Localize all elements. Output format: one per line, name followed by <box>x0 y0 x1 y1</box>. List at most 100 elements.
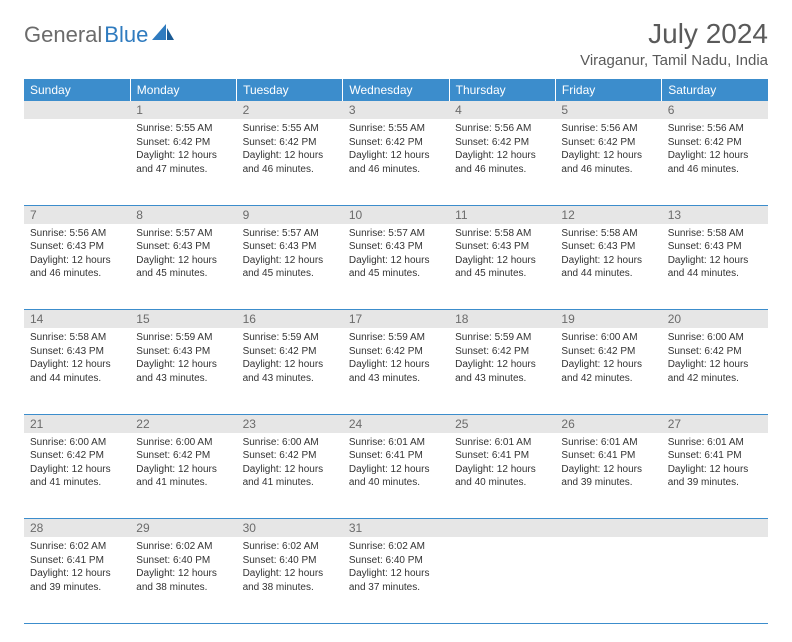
daylight-line: Daylight: 12 hours and 44 minutes. <box>668 254 762 281</box>
day-cell: Sunrise: 5:56 AMSunset: 6:43 PMDaylight:… <box>24 224 130 285</box>
sunset-line: Sunset: 6:40 PM <box>243 554 337 568</box>
daylight-line: Daylight: 12 hours and 46 minutes. <box>455 149 549 176</box>
sunset-line: Sunset: 6:43 PM <box>30 345 124 359</box>
sunset-line: Sunset: 6:42 PM <box>136 449 230 463</box>
daylight-line: Daylight: 12 hours and 45 minutes. <box>243 254 337 281</box>
daylight-line: Daylight: 12 hours and 40 minutes. <box>349 463 443 490</box>
daylight-line: Daylight: 12 hours and 37 minutes. <box>349 567 443 594</box>
day-cell: Sunrise: 6:01 AMSunset: 6:41 PMDaylight:… <box>343 433 449 494</box>
day-number-row: 28293031 <box>24 519 768 538</box>
sunrise-line: Sunrise: 5:55 AM <box>136 122 230 136</box>
day-number: 4 <box>449 101 555 119</box>
day-cell: Sunrise: 6:00 AMSunset: 6:42 PMDaylight:… <box>662 328 768 389</box>
sunrise-line: Sunrise: 6:02 AM <box>349 540 443 554</box>
day-cell-td: Sunrise: 5:56 AMSunset: 6:42 PMDaylight:… <box>662 119 768 205</box>
day-number: 20 <box>662 310 768 329</box>
day-number: 9 <box>237 205 343 224</box>
day-number: 10 <box>343 205 449 224</box>
day-cell: Sunrise: 5:55 AMSunset: 6:42 PMDaylight:… <box>130 119 236 180</box>
day-cell-td: Sunrise: 5:58 AMSunset: 6:43 PMDaylight:… <box>24 328 130 414</box>
day-number: 26 <box>555 414 661 433</box>
day-number-empty <box>555 519 661 538</box>
day-cell: Sunrise: 5:56 AMSunset: 6:42 PMDaylight:… <box>555 119 661 180</box>
day-cell-td: Sunrise: 5:55 AMSunset: 6:42 PMDaylight:… <box>343 119 449 205</box>
day-cell: Sunrise: 5:59 AMSunset: 6:42 PMDaylight:… <box>343 328 449 389</box>
sunset-line: Sunset: 6:43 PM <box>136 240 230 254</box>
day-number-row: 21222324252627 <box>24 414 768 433</box>
sunrise-line: Sunrise: 5:57 AM <box>349 227 443 241</box>
sunrise-line: Sunrise: 5:56 AM <box>455 122 549 136</box>
day-number: 3 <box>343 101 449 119</box>
weekday-header: Saturday <box>662 79 768 101</box>
day-number: 28 <box>24 519 130 538</box>
weekday-header: Thursday <box>449 79 555 101</box>
logo-text-blue: Blue <box>104 22 148 48</box>
day-number: 12 <box>555 205 661 224</box>
sunrise-line: Sunrise: 6:01 AM <box>349 436 443 450</box>
day-body-row: Sunrise: 5:58 AMSunset: 6:43 PMDaylight:… <box>24 328 768 414</box>
sunrise-line: Sunrise: 5:56 AM <box>561 122 655 136</box>
weekday-header: Wednesday <box>343 79 449 101</box>
daylight-line: Daylight: 12 hours and 46 minutes. <box>561 149 655 176</box>
sunset-line: Sunset: 6:42 PM <box>30 449 124 463</box>
sunrise-line: Sunrise: 6:02 AM <box>136 540 230 554</box>
day-cell-td: Sunrise: 6:00 AMSunset: 6:42 PMDaylight:… <box>662 328 768 414</box>
day-number: 19 <box>555 310 661 329</box>
daylight-line: Daylight: 12 hours and 42 minutes. <box>561 358 655 385</box>
calendar-body: 123456Sunrise: 5:55 AMSunset: 6:42 PMDay… <box>24 101 768 623</box>
sunset-line: Sunset: 6:42 PM <box>668 345 762 359</box>
daylight-line: Daylight: 12 hours and 40 minutes. <box>455 463 549 490</box>
day-cell-td: Sunrise: 5:56 AMSunset: 6:43 PMDaylight:… <box>24 224 130 310</box>
logo-text-general: General <box>24 22 102 48</box>
day-cell: Sunrise: 5:55 AMSunset: 6:42 PMDaylight:… <box>237 119 343 180</box>
day-cell-td: Sunrise: 6:00 AMSunset: 6:42 PMDaylight:… <box>130 433 236 519</box>
day-number-row: 14151617181920 <box>24 310 768 329</box>
day-cell: Sunrise: 5:58 AMSunset: 6:43 PMDaylight:… <box>24 328 130 389</box>
day-number: 8 <box>130 205 236 224</box>
logo-sail-icon <box>152 24 174 47</box>
day-cell: Sunrise: 6:00 AMSunset: 6:42 PMDaylight:… <box>130 433 236 494</box>
sunset-line: Sunset: 6:42 PM <box>561 136 655 150</box>
day-body-row: Sunrise: 5:56 AMSunset: 6:43 PMDaylight:… <box>24 224 768 310</box>
sunrise-line: Sunrise: 5:58 AM <box>455 227 549 241</box>
day-cell-td: Sunrise: 6:01 AMSunset: 6:41 PMDaylight:… <box>343 433 449 519</box>
day-cell-td: Sunrise: 6:01 AMSunset: 6:41 PMDaylight:… <box>555 433 661 519</box>
day-cell-td: Sunrise: 6:02 AMSunset: 6:41 PMDaylight:… <box>24 537 130 623</box>
daylight-line: Daylight: 12 hours and 45 minutes. <box>136 254 230 281</box>
day-number: 7 <box>24 205 130 224</box>
daylight-line: Daylight: 12 hours and 44 minutes. <box>561 254 655 281</box>
sunrise-line: Sunrise: 6:00 AM <box>30 436 124 450</box>
day-cell: Sunrise: 6:01 AMSunset: 6:41 PMDaylight:… <box>662 433 768 494</box>
day-number: 29 <box>130 519 236 538</box>
day-number: 31 <box>343 519 449 538</box>
day-cell-td: Sunrise: 6:02 AMSunset: 6:40 PMDaylight:… <box>237 537 343 623</box>
day-cell-empty <box>449 537 555 623</box>
daylight-line: Daylight: 12 hours and 45 minutes. <box>349 254 443 281</box>
sunset-line: Sunset: 6:42 PM <box>455 345 549 359</box>
day-cell: Sunrise: 6:00 AMSunset: 6:42 PMDaylight:… <box>237 433 343 494</box>
sunset-line: Sunset: 6:42 PM <box>455 136 549 150</box>
sunrise-line: Sunrise: 6:01 AM <box>455 436 549 450</box>
daylight-line: Daylight: 12 hours and 47 minutes. <box>136 149 230 176</box>
day-number: 23 <box>237 414 343 433</box>
day-number: 13 <box>662 205 768 224</box>
sunset-line: Sunset: 6:42 PM <box>243 449 337 463</box>
daylight-line: Daylight: 12 hours and 42 minutes. <box>668 358 762 385</box>
day-cell: Sunrise: 5:56 AMSunset: 6:42 PMDaylight:… <box>662 119 768 180</box>
daylight-line: Daylight: 12 hours and 43 minutes. <box>136 358 230 385</box>
day-cell: Sunrise: 5:58 AMSunset: 6:43 PMDaylight:… <box>449 224 555 285</box>
sunset-line: Sunset: 6:43 PM <box>455 240 549 254</box>
day-cell-empty <box>24 119 130 205</box>
day-cell-td: Sunrise: 5:56 AMSunset: 6:42 PMDaylight:… <box>555 119 661 205</box>
day-number: 27 <box>662 414 768 433</box>
sunset-line: Sunset: 6:43 PM <box>561 240 655 254</box>
day-cell-td: Sunrise: 6:02 AMSunset: 6:40 PMDaylight:… <box>130 537 236 623</box>
sunset-line: Sunset: 6:41 PM <box>30 554 124 568</box>
sunset-line: Sunset: 6:41 PM <box>668 449 762 463</box>
weekday-header: Monday <box>130 79 236 101</box>
day-cell-td: Sunrise: 6:01 AMSunset: 6:41 PMDaylight:… <box>662 433 768 519</box>
daylight-line: Daylight: 12 hours and 39 minutes. <box>561 463 655 490</box>
sunrise-line: Sunrise: 6:00 AM <box>243 436 337 450</box>
sunrise-line: Sunrise: 6:00 AM <box>136 436 230 450</box>
day-number: 30 <box>237 519 343 538</box>
